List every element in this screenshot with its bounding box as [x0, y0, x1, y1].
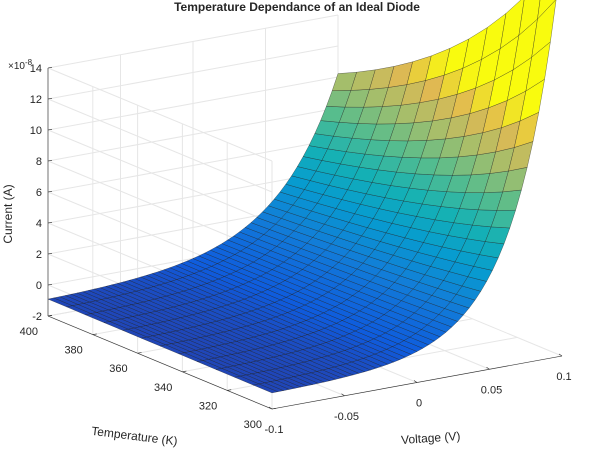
y-tick-mark: [182, 370, 187, 373]
y-tick-label: 320: [199, 400, 217, 412]
z-tick-label: 10: [30, 125, 42, 137]
y-tick-mark: [227, 389, 232, 391]
z-tick-label: 4: [36, 218, 42, 230]
z-tick-mark: [47, 67, 53, 69]
z-tick-label: 12: [30, 94, 42, 106]
z-tick-label: 14: [30, 63, 42, 75]
surface-patch: [531, 0, 557, 58]
y-tick-label: 340: [154, 382, 172, 394]
x-tick-mark: [268, 406, 273, 410]
surface-patch: [537, 0, 556, 20]
x-tick-mark: [413, 380, 418, 383]
y-tick-mark: [271, 408, 277, 410]
z-tick-label: 8: [36, 156, 42, 168]
axis-line: [47, 315, 273, 410]
z-tick-label: -2: [32, 311, 42, 323]
z-exponent-power: -8: [25, 58, 33, 67]
z-tick-mark: [47, 222, 53, 224]
y-tick-label: 380: [64, 345, 82, 357]
x-tick-mark: [341, 393, 345, 396]
x-tick-label: -0.1: [265, 424, 284, 436]
z-axis-label: Current (A): [1, 184, 15, 243]
z-tick-label: 6: [36, 187, 42, 199]
y-tick-label: 300: [244, 419, 262, 431]
surface-patch: [518, 0, 541, 36]
z-tick-mark: [47, 129, 53, 131]
y-tick-mark: [137, 352, 142, 354]
x-tick-label: -0.05: [334, 411, 359, 423]
x-axis-label: Voltage (V): [401, 429, 461, 447]
z-tick-mark: [47, 284, 53, 286]
surface-patch: [499, 0, 525, 49]
axes: [47, 67, 563, 410]
z-tick-mark: [47, 191, 53, 193]
z-grid-line-left: [47, 67, 273, 162]
x-tick-label: 0: [416, 398, 422, 410]
x-tick-mark: [558, 353, 563, 357]
z-tick-mark: [47, 98, 53, 100]
z-tick-label: 0: [36, 280, 42, 292]
z-tick-mark: [47, 160, 53, 162]
y-tick-mark: [47, 315, 53, 317]
y-tick-label: 360: [109, 363, 127, 375]
z-grid-line-left: [47, 129, 273, 224]
tick-labels: -2 0 2 4 6 8 10 12 14 300 320 340 360 380 400 -0.1 -0.05…: [20, 63, 572, 436]
svg-text:×10-8: ×10-8: [8, 58, 33, 72]
y-axis-label: Temperature (K): [91, 424, 179, 448]
x-tick-label: 0.1: [556, 371, 571, 383]
chart-title: Temperature Dependance of an Ideal Diode: [174, 0, 420, 14]
x-tick-label: 0.05: [481, 384, 502, 396]
z-exponent: ×10-8: [8, 58, 33, 72]
x-tick-mark: [486, 367, 490, 370]
y-tick-label: 400: [20, 326, 38, 338]
z-grid-line-left: [47, 98, 273, 193]
y-tick-mark: [92, 333, 97, 335]
surface: [47, 0, 557, 394]
z-tick-mark: [47, 253, 53, 255]
z-tick-label: 2: [36, 249, 42, 261]
z-exponent-base: ×10: [8, 61, 25, 72]
